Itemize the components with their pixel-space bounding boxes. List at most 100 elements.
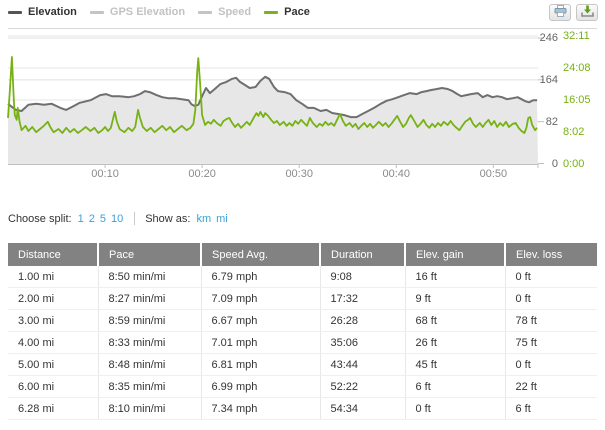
table-cell: 0 ft [504, 353, 597, 376]
splits-tbody: 1.00 mi 8:50 min/mi 6.79 mph 9:08 16 ft 0 ft 2… [8, 266, 597, 420]
table-cell: 52:22 [319, 375, 405, 398]
elevation-axis-tick-label: 0 [551, 157, 558, 170]
table-cell: 9 ft [404, 287, 505, 310]
legend-label: GPS Elevation [109, 6, 186, 18]
elevation-axis-tick-label: 164 [539, 73, 558, 86]
pace-axis-tick-label: 0:00 [563, 158, 585, 170]
table-row: 4.00 mi 8:33 min/mi 7.01 mph 35:06 26 ft 75 f… [8, 331, 597, 354]
split-controls: Choose split: 1 2 5 10 Show as: km mi [8, 212, 233, 225]
chart-toolbar [549, 4, 598, 21]
table-cell: 9:08 [319, 266, 405, 288]
table-row: 6.00 mi 8:35 min/mi 6.99 mph 52:22 6 ft 22 ft [8, 375, 597, 398]
legend-label: Pace [284, 6, 310, 18]
column-header: Speed Avg. [200, 243, 320, 266]
table-cell: 6.81 mph [200, 353, 320, 376]
table-cell: 35:06 [319, 331, 405, 354]
controls-divider [134, 212, 136, 225]
table-cell: 2.00 mi [8, 287, 98, 310]
table-cell: 7.09 mph [200, 287, 320, 310]
table-cell: 6.00 mi [8, 375, 98, 398]
unit-option-km[interactable]: km [196, 212, 212, 225]
gps-elevation-series-swatch [89, 10, 104, 14]
legend-item-gps-elevation[interactable]: GPS Elevation [89, 6, 186, 18]
table-cell: 26:28 [319, 309, 405, 332]
table-cell: 6.28 mi [8, 397, 98, 420]
elevation-axis-tick-label: 82 [545, 115, 558, 128]
time-axis-tick-label: 00:40 [382, 168, 411, 180]
column-header: Elev. loss [504, 243, 597, 266]
table-cell: 4.00 mi [8, 331, 98, 354]
table-cell: 45 ft [404, 353, 505, 376]
table-cell: 17:32 [319, 287, 405, 310]
time-axis-tick-label: 00:30 [285, 168, 313, 180]
chart-legend: Elevation GPS Elevation Speed Pace [8, 6, 310, 18]
chart-svg [7, 28, 597, 168]
speed-series-swatch [198, 10, 213, 14]
table-cell: 6.99 mph [200, 375, 320, 398]
table-cell: 8:48 min/mi [97, 353, 201, 376]
legend-label: Speed [218, 6, 252, 18]
table-cell: 43:44 [319, 353, 405, 376]
table-cell: 7.01 mph [200, 331, 320, 354]
legend-label: Elevation [28, 6, 77, 18]
split-option-5[interactable]: 5 [99, 212, 106, 225]
table-row: 1.00 mi 8:50 min/mi 6.79 mph 9:08 16 ft 0 ft [8, 266, 597, 288]
table-row: 2.00 mi 8:27 min/mi 7.09 mph 17:32 9 ft 0 ft [8, 287, 597, 310]
pace-axis-tick-label: 32:11 [563, 30, 590, 42]
legend-item-speed[interactable]: Speed [198, 6, 251, 18]
table-cell: 16 ft [404, 266, 505, 288]
table-row: 6.28 mi 8:10 min/mi 7.34 mph 54:34 0 ft 6 ft [8, 397, 597, 420]
table-cell: 8:27 min/mi [97, 287, 201, 310]
pace-axis-tick-label: 24:08 [563, 62, 591, 75]
time-axis-tick-label: 00:50 [479, 168, 508, 180]
time-axis-tick-label: 00:20 [188, 168, 216, 180]
pace-axis-tick-label: 16:05 [563, 94, 591, 107]
table-cell: 7.34 mph [200, 397, 320, 420]
table-cell: 8:33 min/mi [97, 331, 201, 354]
download-icon [580, 5, 594, 20]
table-cell: 78 ft [504, 309, 597, 332]
show-as-label: Show as: [145, 212, 191, 225]
choose-split-label: Choose split: [8, 212, 72, 225]
table-cell: 26 ft [404, 331, 505, 354]
table-cell: 6 ft [404, 375, 505, 398]
pace-axis-tick-label: 8:02 [563, 126, 585, 139]
legend-item-pace[interactable]: Pace [264, 6, 310, 18]
table-cell: 0 ft [504, 287, 597, 310]
split-option-2[interactable]: 2 [88, 212, 95, 225]
column-header: Distance [8, 243, 98, 266]
split-option-10[interactable]: 10 [110, 212, 124, 225]
column-header: Elev. gain [404, 243, 505, 266]
time-axis-tick-label: 00:10 [91, 168, 119, 180]
column-header: Duration [319, 243, 405, 266]
table-cell: 3.00 mi [8, 309, 98, 332]
table-cell: 8:35 min/mi [97, 375, 201, 398]
elevation-pace-chart[interactable]: 0 82 164 246 0:00 8:02 16:05 24:08 32:11 00:10 00:… [0, 0, 605, 200]
download-button[interactable] [576, 4, 598, 21]
table-cell: 75 ft [504, 331, 597, 354]
splits-table: Distance Pace Speed Avg. Duration Elev. gain… [8, 243, 597, 420]
split-option-1[interactable]: 1 [77, 212, 84, 225]
elevation-axis-tick-label: 246 [539, 32, 558, 44]
table-cell: 8:10 min/mi [97, 397, 201, 420]
table-cell: 8:50 min/mi [97, 266, 201, 288]
printer-icon [554, 5, 567, 20]
table-cell: 0 ft [504, 266, 597, 288]
column-header: Pace [97, 243, 201, 266]
table-row: 3.00 mi 8:59 min/mi 6.67 mph 26:28 68 ft 78 f… [8, 309, 597, 332]
table-cell: 6 ft [504, 397, 597, 420]
elevation-series-swatch [8, 10, 22, 14]
table-cell: 6.67 mph [200, 309, 320, 332]
unit-option-mi[interactable]: mi [216, 212, 228, 225]
splits-header-row: Distance Pace Speed Avg. Duration Elev. gain… [8, 243, 597, 266]
print-button[interactable] [549, 4, 571, 21]
table-cell: 1.00 mi [8, 266, 98, 288]
table-cell: 8:59 min/mi [97, 309, 201, 332]
table-cell: 5.00 mi [8, 353, 98, 376]
table-row: 5.00 mi 8:48 min/mi 6.81 mph 43:44 45 ft 0 ft [8, 353, 597, 376]
table-cell: 54:34 [319, 397, 405, 420]
legend-item-elevation[interactable]: Elevation [8, 6, 77, 18]
table-cell: 68 ft [404, 309, 505, 332]
table-cell: 22 ft [504, 375, 597, 398]
